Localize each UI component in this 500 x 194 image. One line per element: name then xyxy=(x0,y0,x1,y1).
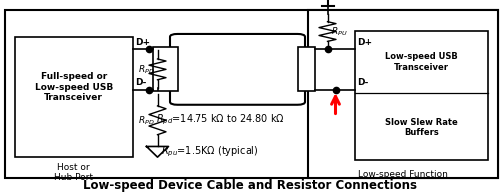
Text: Slow Slew Rate
Buffers: Slow Slew Rate Buffers xyxy=(385,118,458,138)
Text: D-: D- xyxy=(358,78,369,87)
Bar xyxy=(298,47,315,91)
Text: Host or
Hub Port: Host or Hub Port xyxy=(54,163,93,182)
Polygon shape xyxy=(308,10,498,178)
Polygon shape xyxy=(15,37,132,157)
Text: $R_{PD}$: $R_{PD}$ xyxy=(138,63,155,76)
Text: Low-speed Device Cable and Resistor Connections: Low-speed Device Cable and Resistor Conn… xyxy=(83,179,417,192)
Text: $R_{pd}$=14.75 k$\Omega$ to 24.80 k$\Omega$: $R_{pd}$=14.75 k$\Omega$ to 24.80 k$\Ome… xyxy=(156,113,284,127)
Text: $R_{PU}$: $R_{PU}$ xyxy=(331,25,348,38)
Text: Low-speed Function: Low-speed Function xyxy=(358,170,448,179)
FancyBboxPatch shape xyxy=(170,34,305,105)
Text: Low-speed USB
Transceiver: Low-speed USB Transceiver xyxy=(385,52,458,72)
Text: D-: D- xyxy=(135,78,146,87)
Polygon shape xyxy=(5,10,498,178)
Text: D+: D+ xyxy=(358,38,372,47)
Polygon shape xyxy=(355,31,488,160)
Text: $R_{PD}$: $R_{PD}$ xyxy=(138,114,155,126)
Text: $R_{pu}$=1.5K$\Omega$ (typical): $R_{pu}$=1.5K$\Omega$ (typical) xyxy=(161,144,259,158)
Text: Full-speed or
Low-speed USB
Transceiver: Full-speed or Low-speed USB Transceiver xyxy=(34,73,113,102)
Bar xyxy=(152,47,178,91)
Text: D+: D+ xyxy=(135,38,150,47)
